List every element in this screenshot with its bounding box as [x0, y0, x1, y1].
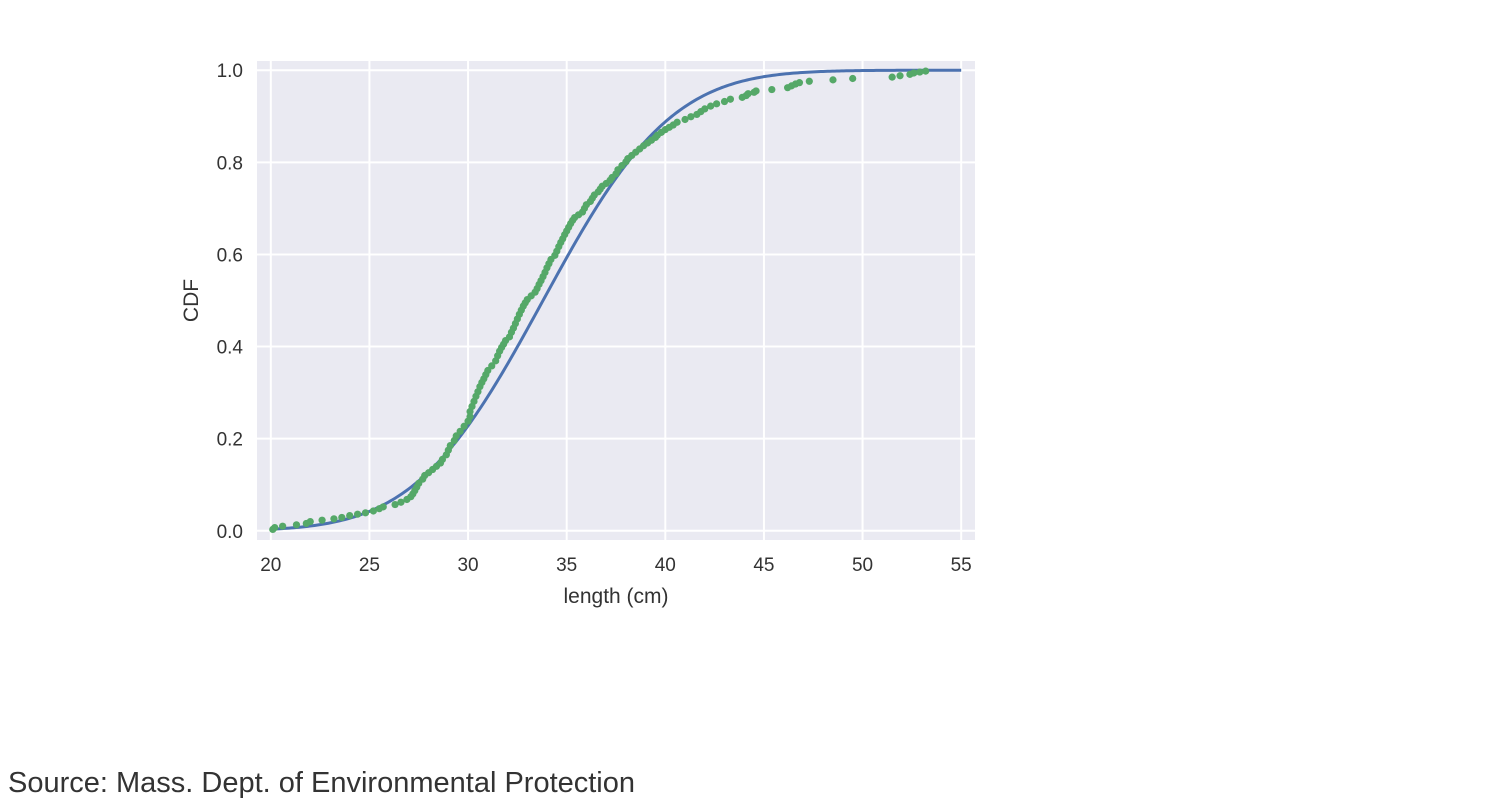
data-point: [726, 95, 735, 103]
data-point: [744, 90, 752, 98]
data-point: [707, 102, 715, 110]
tick-labels: 20 25 30 35 40 45 50 55 0.0 0.2 0.4 0.6 0.8 1.0: [217, 61, 972, 576]
model-line-layer: [270, 68, 962, 531]
data-point: [318, 516, 326, 524]
data-point: [752, 87, 760, 95]
data-point: [391, 500, 399, 509]
plot-background: [257, 61, 975, 540]
y-tick-label: 0.6: [217, 245, 243, 266]
x-tick-label: 55: [951, 555, 972, 576]
data-point: [379, 503, 387, 511]
data-point: [346, 511, 354, 520]
data-point: [687, 113, 695, 121]
data-point: [279, 522, 287, 530]
data-point: [888, 73, 896, 81]
data-point: [460, 422, 468, 430]
x-tick-label: 35: [556, 555, 577, 576]
x-tick-label: 45: [753, 555, 774, 576]
data-point: [795, 79, 804, 87]
data-point: [446, 441, 454, 450]
data-point: [488, 362, 496, 370]
data-point: [922, 67, 930, 75]
y-axis-label: CDF: [180, 279, 203, 322]
y-tick-label: 0.8: [217, 153, 243, 174]
data-point: [369, 507, 377, 515]
data-point: [354, 510, 362, 518]
data-point: [829, 76, 837, 84]
source-note: Source: Mass. Dept. of Environmental Pro…: [8, 767, 636, 799]
y-tick-label: 0.4: [217, 338, 244, 359]
y-tick-label: 1.0: [217, 61, 243, 82]
x-tick-label: 30: [457, 555, 478, 576]
x-tick-label: 40: [655, 555, 676, 576]
x-tick-label: 50: [852, 555, 873, 576]
data-point: [916, 68, 924, 76]
data-point: [466, 412, 474, 421]
data-point: [849, 74, 857, 83]
data-point: [397, 498, 405, 506]
x-axis-label: length (cm): [563, 585, 668, 608]
data-point: [720, 97, 729, 106]
data-point: [701, 105, 709, 113]
data-point: [338, 513, 346, 522]
data-point: [456, 427, 464, 435]
data-point: [768, 85, 776, 94]
data-point: [673, 118, 681, 126]
model-cdf-line: [270, 68, 962, 531]
data-point: [292, 521, 301, 529]
data-point: [805, 77, 813, 85]
data-point: [361, 509, 370, 517]
x-tick-label: 20: [260, 555, 281, 576]
data-point: [910, 69, 918, 77]
x-tick-label: 25: [359, 555, 380, 576]
data-points-layer: [269, 67, 930, 534]
data-point: [681, 115, 689, 124]
data-point: [330, 515, 338, 523]
data-point: [306, 517, 314, 526]
y-tick-label: 0.2: [217, 430, 243, 451]
data-point: [896, 72, 904, 80]
data-point: [713, 100, 721, 108]
data-point: [271, 523, 279, 532]
y-tick-label: 0.0: [217, 522, 243, 543]
